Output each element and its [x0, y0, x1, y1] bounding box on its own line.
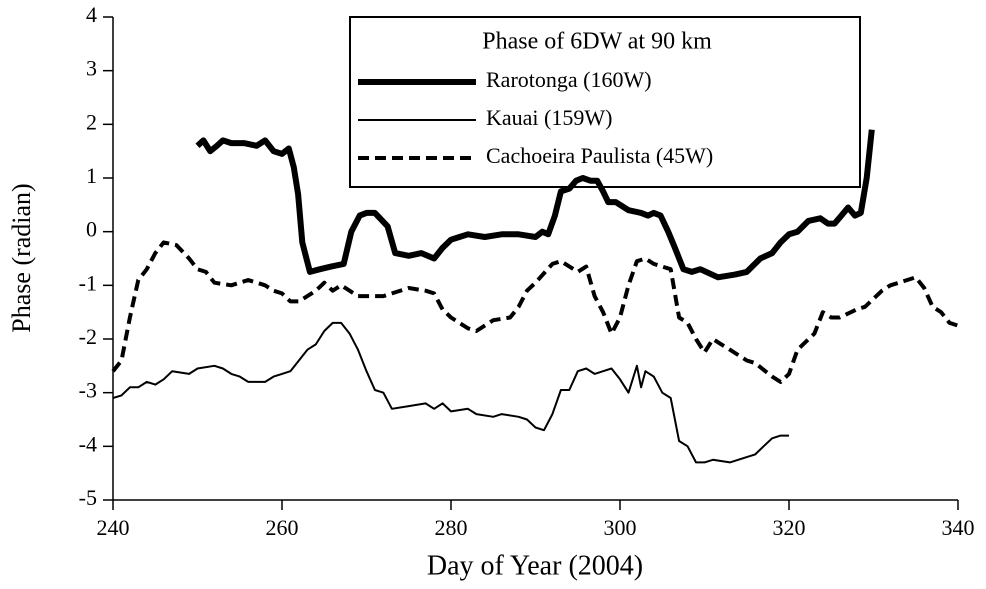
x-axis-label: Day of Year (2004): [427, 550, 643, 581]
x-tick-label: 280: [435, 515, 468, 540]
y-tick-label: 0: [86, 217, 97, 242]
y-axis-label: Phase (radian): [7, 183, 36, 332]
y-tick-label: -4: [79, 431, 97, 456]
legend-title: Phase of 6DW at 90 km: [482, 29, 712, 55]
series-line: [195, 129, 875, 281]
y-tick-label: 4: [86, 2, 97, 27]
y-tick-label: -3: [79, 378, 97, 403]
x-tick-label: 260: [266, 515, 299, 540]
y-tick-label: 1: [86, 163, 97, 188]
legend-label: Cachoeira Paulista (45W): [486, 143, 713, 168]
y-tick-label: 2: [86, 109, 97, 134]
x-tick-label: 300: [604, 515, 637, 540]
y-tick-label: 3: [86, 56, 97, 81]
x-tick-label: 320: [773, 515, 806, 540]
x-tick-label: 340: [942, 515, 975, 540]
series-line: [111, 240, 959, 384]
y-tick-label: -5: [79, 485, 97, 510]
y-tick-label: -1: [79, 270, 97, 295]
legend-label: Kauai (159W): [486, 105, 612, 130]
x-tick-label: 240: [97, 515, 130, 540]
series-line: [112, 321, 789, 464]
y-tick-label: -2: [79, 324, 97, 349]
legend-label: Rarotonga (160W): [486, 67, 652, 92]
